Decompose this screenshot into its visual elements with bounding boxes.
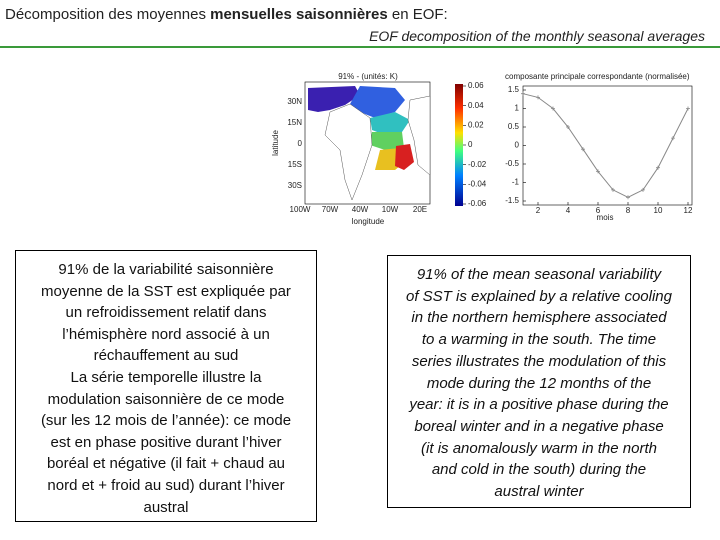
x-tick-label: 12 xyxy=(684,206,693,215)
line xyxy=(522,93,689,198)
colorbar-label: -0.04 xyxy=(468,179,487,188)
map-title: 91% - (unités: K) xyxy=(338,72,398,81)
text-box-en: 91% of the mean seasonal variability of S… xyxy=(387,255,691,508)
text-line: moyenne de la SST est expliquée par xyxy=(41,282,291,300)
text-line: boréal et négative (il fait + chaud au xyxy=(46,455,286,473)
text-line: series illustrates the modulation of thi… xyxy=(411,352,667,370)
title-fr: Décomposition des moyennes mensuelles sa… xyxy=(5,6,448,23)
x-tick-label: 2 xyxy=(536,206,541,215)
y-tick-label: -1 xyxy=(512,178,520,187)
x-tick-label: 4 xyxy=(566,206,571,215)
point xyxy=(581,147,585,152)
y-tick-label: -0.5 xyxy=(505,159,519,168)
text-line: year: it is in a positive phase during t… xyxy=(409,396,669,414)
figures: 91% - (unités: K) latitude longitude com… xyxy=(271,72,693,226)
colorbar-label: 0.04 xyxy=(468,101,484,110)
text-line: La série temporelle illustre la xyxy=(70,368,262,386)
lat-label: 15N xyxy=(287,118,302,127)
plot-frame xyxy=(522,85,693,206)
rule xyxy=(0,46,720,48)
lon-label: 20E xyxy=(413,205,427,214)
text-line: l’hémisphère nord associé à un xyxy=(62,325,270,343)
y-tick-label: 1.5 xyxy=(508,85,520,94)
colorbar-label: 0.06 xyxy=(468,81,484,90)
x-tick-label: 10 xyxy=(654,206,663,215)
map-blob xyxy=(308,86,360,112)
text-line: réchauffement au sud xyxy=(93,347,239,365)
point xyxy=(536,95,540,100)
text-line: (it is anomalously warm in the north xyxy=(421,439,657,457)
x-tick-label: 6 xyxy=(596,206,601,215)
text-line: un refroidissement relatif dans xyxy=(65,304,267,322)
point xyxy=(686,106,690,111)
lat-label: 0 xyxy=(298,139,303,148)
text-line: nord et + froid au sud) durant l’hiver xyxy=(47,476,285,494)
lat-label: 30S xyxy=(288,181,302,190)
y-tick-label: 0.5 xyxy=(508,122,520,131)
text-line: and cold in the south) during the xyxy=(431,461,647,479)
title-part: Décomposition des moyennes xyxy=(5,6,211,23)
point xyxy=(626,195,630,200)
lon-label: 70W xyxy=(322,205,339,214)
text-line: austral winter xyxy=(494,483,584,501)
text-line: austral xyxy=(143,498,189,516)
title-bold: mensuelles saisonnières xyxy=(210,6,388,23)
chart-title: composante principale correspondante (no… xyxy=(505,72,690,81)
point xyxy=(551,106,555,111)
text-line: in the northern hemisphere associated xyxy=(411,309,667,327)
map-blob xyxy=(370,112,410,135)
colorbar xyxy=(455,84,463,206)
y-tick-label: 1 xyxy=(515,104,520,113)
text-line: boreal winter and in a negative phase xyxy=(414,417,664,435)
map-blob xyxy=(350,86,405,118)
colorbar-label: 0 xyxy=(468,140,473,149)
text-line: est en phase positive durant l’hiver xyxy=(50,433,282,451)
map-ylabel: latitude xyxy=(271,130,280,156)
title-en: EOF decomposition of the monthly seasona… xyxy=(369,28,705,44)
x-tick-label: 8 xyxy=(626,206,631,215)
text-line: modulation saisonnière de ce mode xyxy=(47,390,285,408)
point xyxy=(596,169,600,174)
lat-label: 15S xyxy=(288,160,302,169)
map-blob xyxy=(395,144,414,170)
point xyxy=(521,91,525,96)
title-part: en EOF: xyxy=(387,6,448,23)
lon-label: 10W xyxy=(382,205,399,214)
chart-xlabel: mois xyxy=(597,213,614,222)
point xyxy=(656,165,660,170)
colorbar-label: -0.02 xyxy=(468,160,487,169)
lon-label: 40W xyxy=(352,205,369,214)
point xyxy=(611,187,615,192)
land xyxy=(407,95,431,176)
text-line: 91% of the mean seasonal variability xyxy=(416,266,662,283)
colorbar-label: -0.06 xyxy=(468,199,487,208)
colorbar-label: 0.02 xyxy=(468,120,484,129)
map-blob xyxy=(370,132,404,150)
point xyxy=(671,136,675,141)
text-line: mode during the 12 months of the xyxy=(426,374,652,392)
y-tick-label: 0 xyxy=(515,141,520,150)
lon-label: 100W xyxy=(290,205,311,214)
text-line: to a warming in the south. The time xyxy=(421,331,657,349)
map-xlabel: longitude xyxy=(352,217,385,226)
text-line: (sur les 12 mois de l’année): ce mode xyxy=(40,412,292,430)
point xyxy=(641,187,645,192)
text-line: of SST is explained by a relative coolin… xyxy=(406,287,672,305)
y-tick-label: -1.5 xyxy=(505,196,519,205)
point xyxy=(566,125,570,129)
lat-label: 30N xyxy=(287,97,302,106)
text-line: 91% de la variabilité saisonnière xyxy=(58,261,274,278)
land xyxy=(324,103,373,201)
text-box-fr: 91% de la variabilité saisonnière moyenne… xyxy=(15,250,317,522)
